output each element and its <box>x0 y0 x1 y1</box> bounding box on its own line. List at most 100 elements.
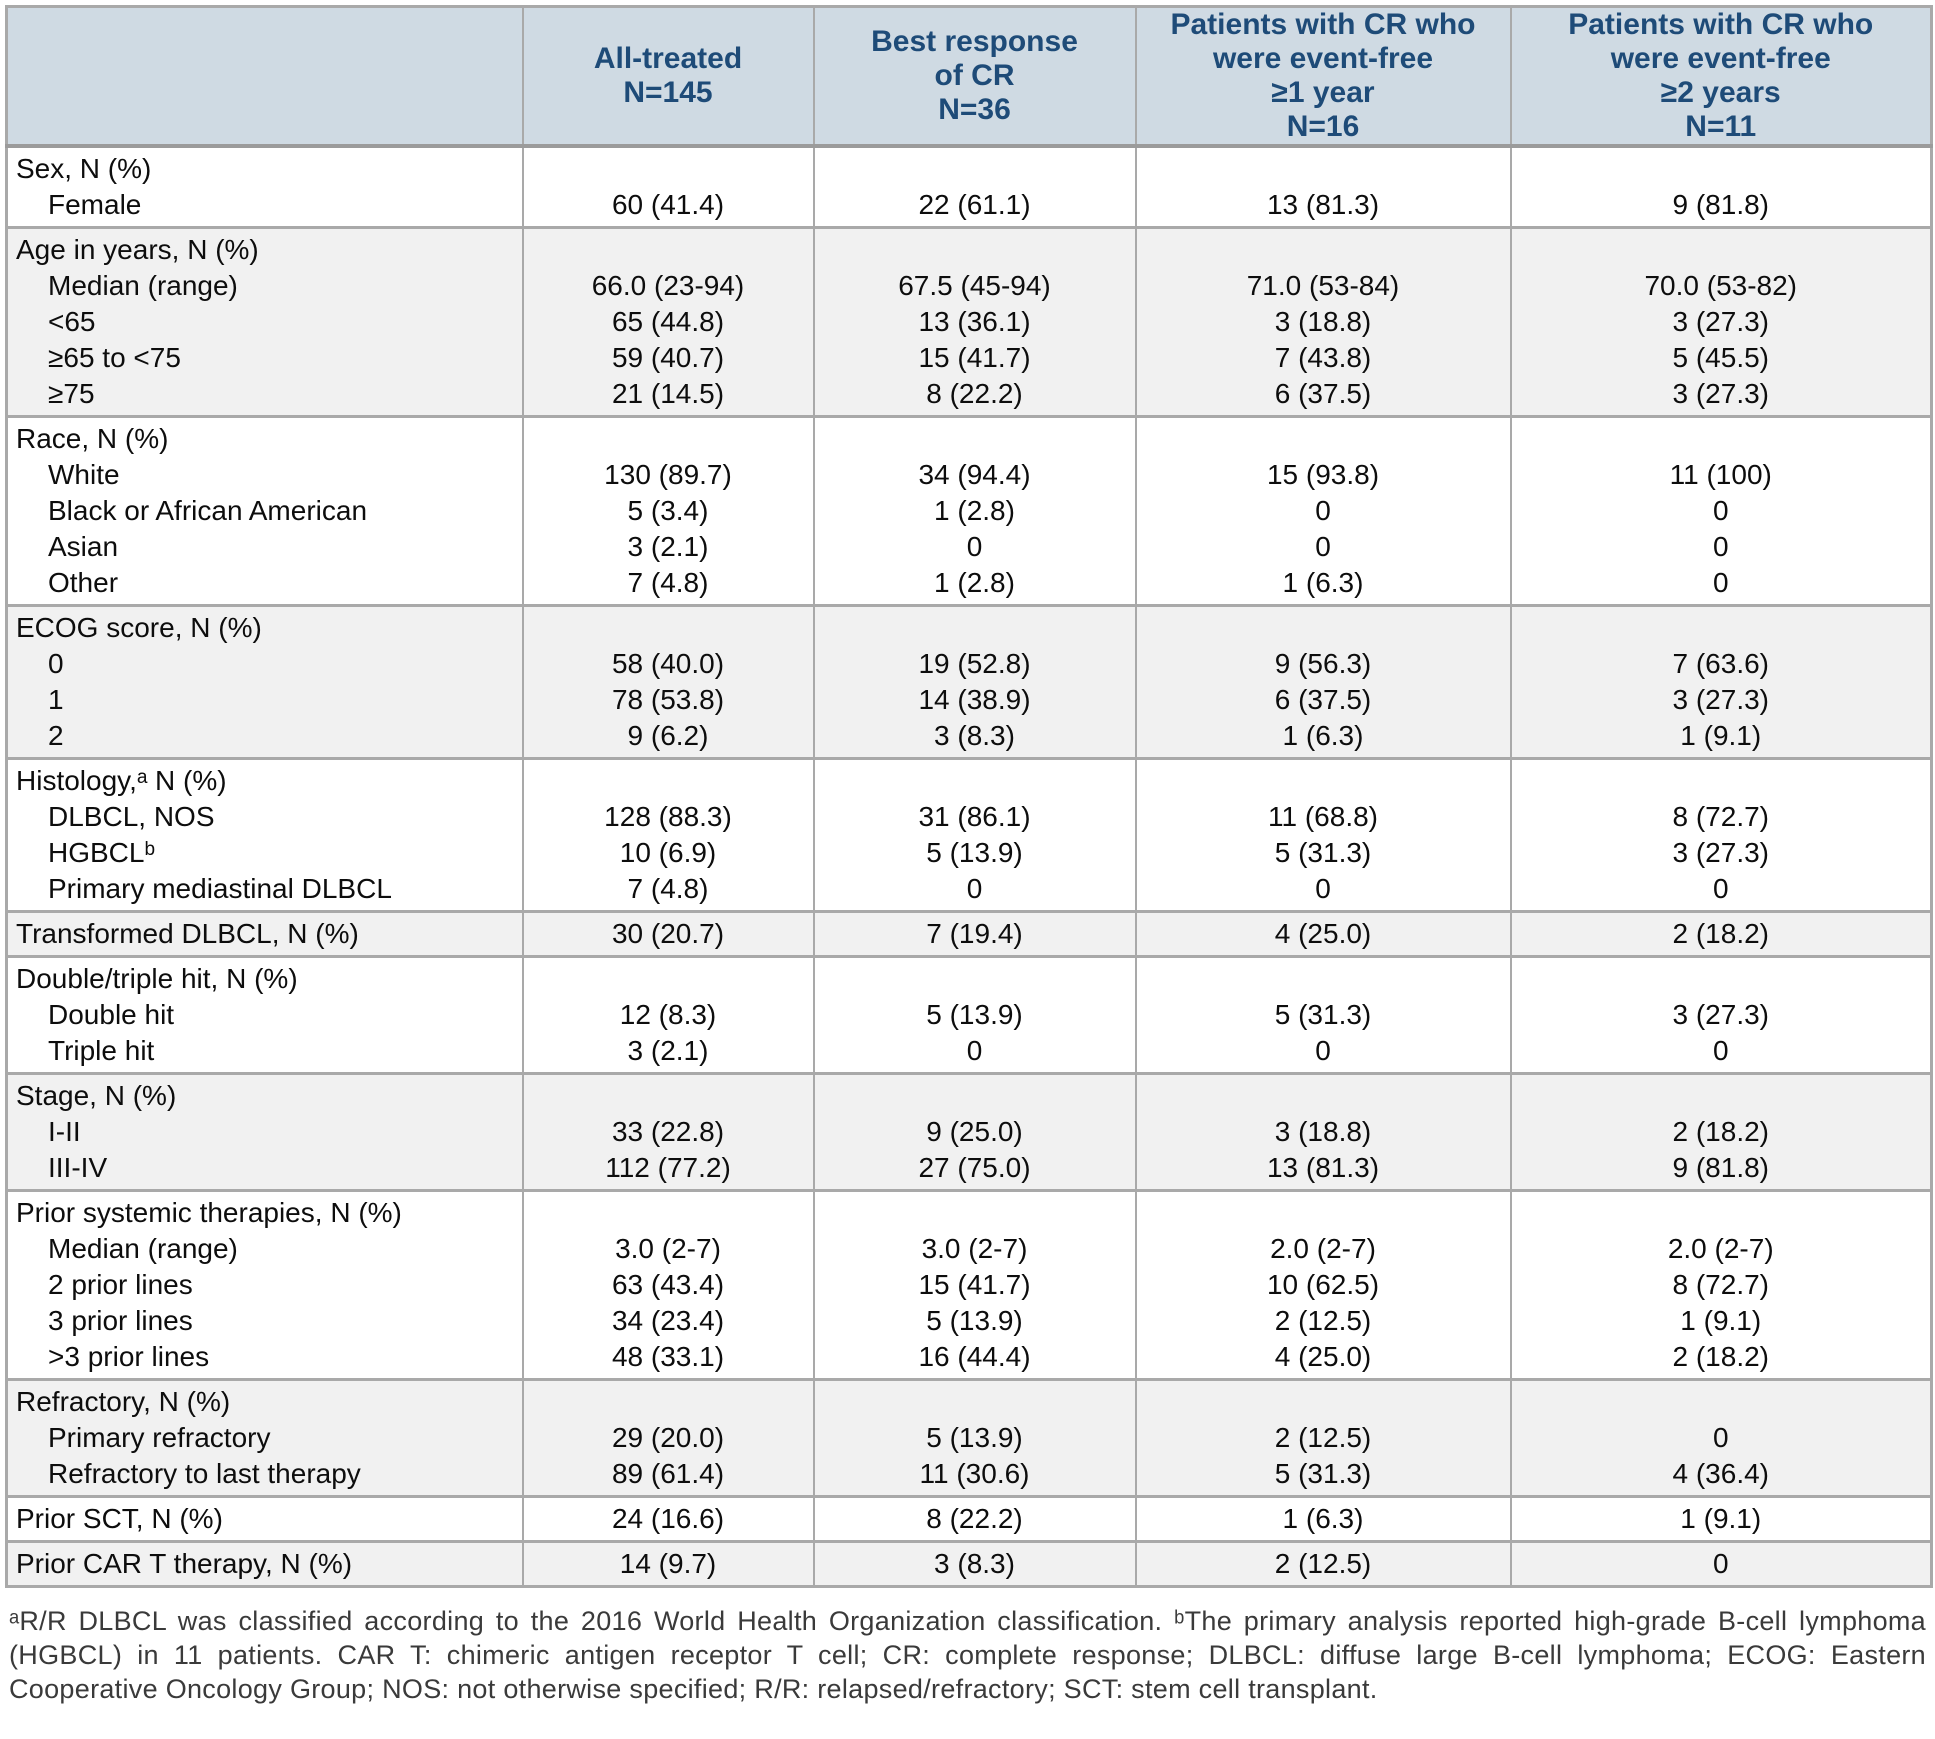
cell-value: 3 (18.8) <box>1274 1116 1372 1147</box>
baseline-characteristics-table: All-treated N=145 Best response of CR N=36 Pa… <box>5 5 1933 1588</box>
cell-value: 1 (6.3) <box>1282 1503 1364 1534</box>
cell-value: 78 (53.8) <box>611 684 725 715</box>
cell-value: 3 (27.3) <box>1672 684 1770 715</box>
section-title: Transformed DLBCL, N (%) <box>16 918 359 949</box>
value-cell-col-1: 29 (20.0) 89 (61.4) <box>521 1378 815 1497</box>
value-cell-col-4: 1 (9.1) <box>1509 1495 1933 1542</box>
row-label: 1 <box>48 684 64 715</box>
cell-value: 15 (41.7) <box>918 1269 1031 1300</box>
cell-value: 3 (2.1) <box>627 1035 709 1066</box>
row-label-cell: Refractory, N (%) Primary refractory Refra… <box>5 1378 524 1497</box>
value-cell-col-2: 9 (25.0) 27 (75.0) <box>812 1072 1137 1191</box>
header-row: All-treated N=145 Best response of CR N=36 Pa… <box>5 6 1933 148</box>
value-cell-col-1: 60 (41.4) <box>521 144 815 228</box>
value-cell-col-3: 15 (93.8) 0 0 1 (6.3) <box>1134 415 1512 606</box>
value-cell-col-4: 9 (81.8) <box>1509 144 1933 228</box>
value-cell-col-1: 58 (40.0) 78 (53.8) 9 (6.2) <box>521 604 815 759</box>
cell-value: 5 (31.3) <box>1274 1458 1372 1489</box>
cell-value: 3.0 (2-7) <box>615 1233 721 1264</box>
cell-value: 31 (86.1) <box>918 801 1031 832</box>
row-label: White <box>48 459 120 490</box>
cell-value: 5 (13.9) <box>926 1305 1023 1336</box>
value-cell-col-2: 5 (13.9) 11 (30.6) <box>812 1378 1137 1497</box>
cell-value: 8 (22.2) <box>926 378 1023 409</box>
cell-value: 3 (27.3) <box>1672 306 1770 337</box>
cell-value: 8 (22.2) <box>926 1503 1023 1534</box>
value-cell-col-4: 7 (63.6) 3 (27.3) 1 (9.1) <box>1509 604 1933 759</box>
cell-value: 9 (6.2) <box>627 720 709 751</box>
cell-value: 29 (20.0) <box>611 1422 725 1453</box>
column-header-3: Patients with CR who were event-free ≥1 ye… <box>1134 6 1512 148</box>
value-cell-col-2: 19 (52.8) 14 (38.9) 3 (8.3) <box>812 604 1137 759</box>
value-cell-col-2: 3.0 (2-7) 15 (41.7) 5 (13.9) 16 (44.4) <box>812 1189 1137 1380</box>
value-cell-col-4: 70.0 (53-82) 3 (27.3) 5 (45.5) 3 (27.3) <box>1509 226 1933 417</box>
column-header-line: Patients with CR who <box>1568 8 1874 41</box>
row-label: Double hit <box>48 999 175 1030</box>
cell-value: 3 (2.1) <box>627 531 709 562</box>
cell-value: 2 (18.2) <box>1672 1116 1770 1147</box>
row-label: Asian <box>48 531 119 562</box>
value-cell-col-1: 66.0 (23-94) 65 (44.8) 59 (40.7) 21 (14.5) <box>521 226 815 417</box>
cell-value: 34 (23.4) <box>611 1305 725 1336</box>
cell-value: 33 (22.8) <box>611 1116 725 1147</box>
cell-value: 0 <box>966 873 983 904</box>
section-title: Race, N (%) <box>16 423 169 454</box>
cell-value: 11 (68.8) <box>1268 801 1378 832</box>
cell-value: 1 (6.3) <box>1282 567 1364 598</box>
cell-value: 1 (2.8) <box>934 567 1015 598</box>
cell-empty <box>815 1384 1135 1420</box>
cell-value: 1 (6.3) <box>1282 720 1364 751</box>
row-label: 2 <box>48 720 64 751</box>
row-label: <65 <box>48 306 96 337</box>
cell-empty <box>1137 1195 1510 1231</box>
cell-empty <box>1137 961 1510 997</box>
value-cell-col-3: 2 (12.5) 5 (31.3) <box>1134 1378 1512 1497</box>
column-header-line: N=36 <box>938 93 1011 126</box>
cell-empty <box>815 232 1135 268</box>
cell-value: 0 <box>966 1035 983 1066</box>
cell-value: 112 (77.2) <box>605 1152 731 1183</box>
row-label-cell: Stage, N (%) I-II III-IV <box>5 1072 524 1191</box>
section-title: Age in years, N (%) <box>16 234 259 265</box>
value-cell-col-4: 2 (18.2) 9 (81.8) <box>1509 1072 1933 1191</box>
cell-value: 3 (27.3) <box>1672 999 1770 1030</box>
cell-empty <box>524 151 813 187</box>
section-title: Stage, N (%) <box>16 1080 177 1111</box>
cell-value: 2.0 (2-7) <box>1667 1233 1774 1264</box>
cell-value: 9 (25.0) <box>926 1116 1023 1147</box>
table-header: All-treated N=145 Best response of CR N=36 Pa… <box>5 6 1933 148</box>
row-label: Black or African American <box>48 495 368 526</box>
value-cell-col-4: 0 4 (36.4) <box>1509 1378 1933 1497</box>
row-label: 3 prior lines <box>48 1305 193 1336</box>
value-cell-col-3: 11 (68.8) 5 (31.3) 0 <box>1134 757 1512 912</box>
cell-value: 58 (40.0) <box>611 648 725 679</box>
cell-value: 0 <box>1712 1035 1729 1066</box>
row-label-cell: Sex, N (%) Female <box>5 144 524 228</box>
column-header-line: ≥1 year <box>1271 76 1375 109</box>
value-cell-col-2: 5 (13.9) 0 <box>812 955 1137 1074</box>
cell-value: 9 (81.8) <box>1672 1152 1770 1183</box>
cell-value: 6 (37.5) <box>1274 684 1372 715</box>
row-label: 2 prior lines <box>48 1269 193 1300</box>
cell-value: 12 (8.3) <box>619 999 717 1030</box>
row-label-cell: Prior CAR T therapy, N (%) <box>5 1540 524 1587</box>
cell-value: 14 (38.9) <box>918 684 1031 715</box>
cell-value: 0 <box>1712 495 1729 526</box>
cell-value: 9 (56.3) <box>1274 648 1372 679</box>
cell-value: 3 (8.3) <box>934 720 1015 751</box>
cell-value: 67.5 (45-94) <box>898 270 1051 301</box>
cell-empty <box>524 610 813 646</box>
row-label-cell: Prior systemic therapies, N (%) Median (r… <box>5 1189 524 1380</box>
table-section-row: Sex, N (%) Female 60 (41.4) 22 (61.1) 13 … <box>5 144 1933 228</box>
column-header-line: ≥2 years <box>1660 76 1781 109</box>
table-section-row: Stage, N (%) I-II III-IV 33 (22.8) 112 (77.… <box>5 1072 1933 1191</box>
column-header-line: were event-free <box>1212 42 1434 75</box>
corner-cell <box>5 6 524 148</box>
cell-value: 7 (4.8) <box>627 873 709 904</box>
row-label: Refractory to last therapy <box>48 1458 361 1489</box>
value-cell-col-3: 13 (81.3) <box>1134 144 1512 228</box>
value-cell-col-3: 71.0 (53-84) 3 (18.8) 7 (43.8) 6 (37.5) <box>1134 226 1512 417</box>
section-title: Prior systemic therapies, N (%) <box>16 1197 402 1228</box>
table-section-row: Age in years, N (%) Median (range) <65 ≥65 … <box>5 226 1933 417</box>
cell-value: 24 (16.6) <box>611 1503 725 1534</box>
